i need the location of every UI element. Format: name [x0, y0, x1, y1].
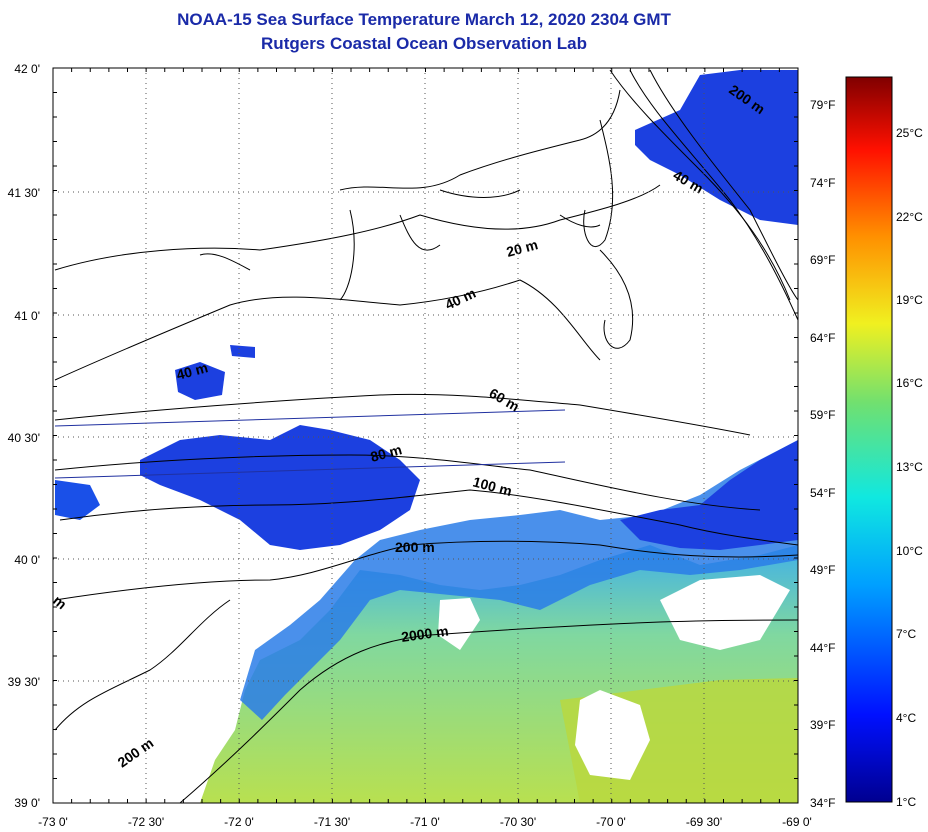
lat-label: 39 30' — [8, 675, 40, 689]
celsius-labels: 25°C 22°C 19°C 16°C 13°C 10°C 7°C 4°C 1°… — [896, 126, 923, 809]
lon-label: -71 0' — [410, 815, 440, 829]
depth-label: 60 m — [487, 385, 523, 415]
cold-water-region — [140, 425, 420, 550]
islands — [199, 189, 601, 271]
depth-label: 40 m — [443, 285, 479, 313]
c-label: 19°C — [896, 293, 923, 307]
f-label: 34°F — [810, 796, 835, 810]
contour-40m-north — [54, 279, 601, 381]
c-label: 25°C — [896, 126, 923, 140]
coastline-north — [339, 89, 621, 301]
contour-80m — [54, 454, 761, 511]
f-label: 69°F — [810, 253, 835, 267]
lon-label: -71 30' — [314, 815, 350, 829]
lat-label: 42 0' — [14, 62, 40, 76]
frame-ticks — [52, 67, 799, 804]
c-label: 22°C — [896, 210, 923, 224]
f-label: 44°F — [810, 641, 835, 655]
contour-ne-2 — [629, 69, 798, 321]
depth-label: 100 m — [471, 473, 513, 499]
contour-60m — [54, 393, 751, 436]
sst-imagery — [55, 70, 798, 803]
small-patch-2 — [230, 345, 255, 358]
contour-100m — [59, 489, 798, 546]
lon-label: -69 30' — [686, 815, 722, 829]
c-label: 1°C — [896, 795, 916, 809]
lat-label: 41 30' — [8, 186, 40, 200]
depth-label: 80 m — [369, 441, 404, 465]
depth-label: 200 m — [115, 735, 157, 771]
lat-label: 41 0' — [14, 309, 40, 323]
depth-label: 200 m — [395, 539, 435, 555]
cold-water-region-3 — [55, 480, 100, 520]
c-label: 16°C — [896, 376, 923, 390]
lat-label: 39 0' — [14, 796, 40, 810]
latitude-labels: 42 0' 41 30' 41 0' 40 30' 40 0' 39 30' 3… — [8, 62, 40, 810]
gridlines — [53, 68, 798, 803]
c-label: 4°C — [896, 711, 916, 725]
cloud-gap-2 — [660, 575, 790, 650]
depth-label: 40 m — [175, 359, 210, 383]
longitude-labels: -73 0' -72 30' -72 0' -71 30' -71 0' -70… — [38, 815, 812, 829]
transect-lines — [54, 409, 566, 479]
colorbar — [845, 76, 893, 803]
lat-label: 40 30' — [8, 431, 40, 445]
lon-label: -70 0' — [596, 815, 626, 829]
c-label: 7°C — [896, 627, 916, 641]
f-label: 54°F — [810, 486, 835, 500]
f-label: 59°F — [810, 408, 835, 422]
f-label: 79°F — [810, 98, 835, 112]
contour-ne-3 — [649, 69, 798, 301]
contour-20m — [54, 184, 661, 271]
lon-label: -72 30' — [128, 815, 164, 829]
contour-200m-sw — [54, 599, 231, 731]
c-label: 13°C — [896, 460, 923, 474]
f-label: 64°F — [810, 331, 835, 345]
lon-label: -73 0' — [38, 815, 68, 829]
ne-cold-water — [635, 70, 798, 225]
bathymetry-contours — [54, 69, 798, 803]
lon-label: -69 0' — [782, 815, 812, 829]
fahrenheit-labels: 79°F 74°F 69°F 64°F 59°F 54°F 49°F 44°F … — [810, 98, 835, 810]
depth-label: 20 m — [505, 236, 540, 260]
lat-label: 40 0' — [14, 553, 40, 567]
map-title: NOAA-15 Sea Surface Temperature March 12… — [177, 10, 671, 29]
coastline-cape-cod — [583, 119, 634, 349]
contour-200m — [54, 540, 798, 601]
f-label: 74°F — [810, 176, 835, 190]
cloud-gap-3 — [438, 598, 480, 650]
lon-label: -72 0' — [224, 815, 254, 829]
map-subtitle: Rutgers Coastal Ocean Observation Lab — [261, 34, 587, 53]
c-label: 10°C — [896, 544, 923, 558]
transect-line-1 — [54, 409, 566, 427]
contour-2000m — [179, 619, 798, 803]
contour-ne-1 — [609, 69, 791, 301]
small-patch — [175, 362, 225, 400]
f-label: 49°F — [810, 563, 835, 577]
mid-water-region — [240, 440, 798, 720]
lon-label: -70 30' — [500, 815, 536, 829]
f-label: 39°F — [810, 718, 835, 732]
cloud-gap — [575, 690, 650, 780]
transect-line-2 — [54, 461, 566, 479]
